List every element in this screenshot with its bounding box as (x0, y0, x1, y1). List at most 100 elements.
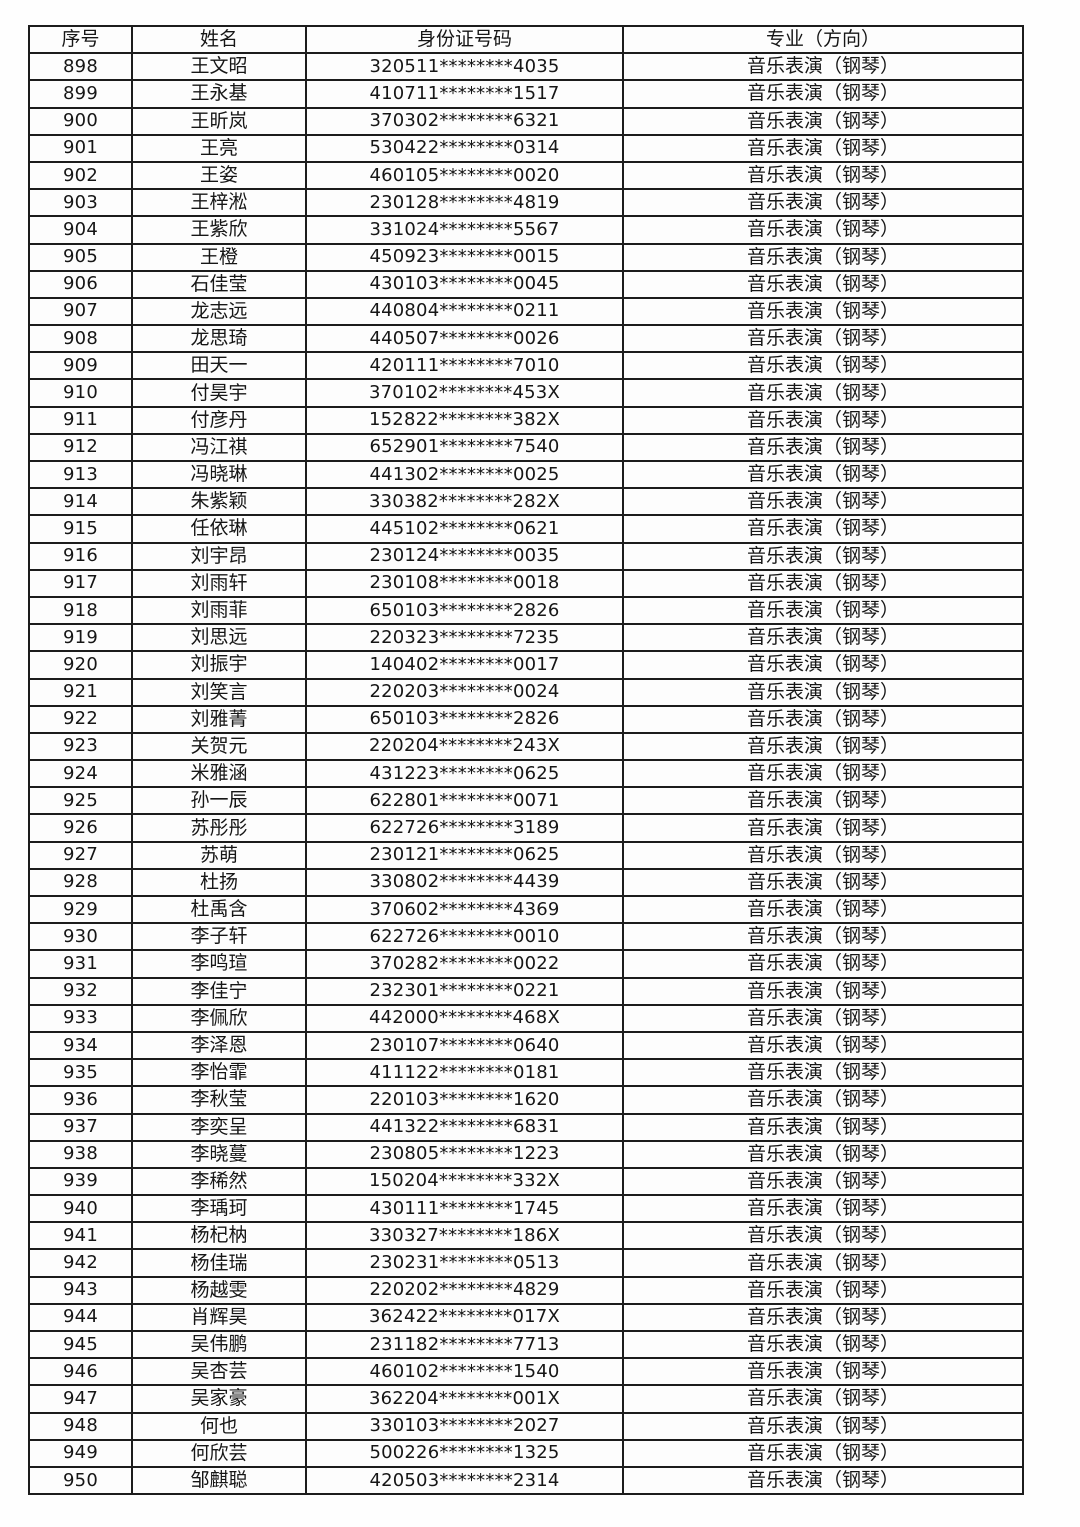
name-cell: 李稀然 (131, 1166, 307, 1197)
serial-cell: 911 (28, 405, 133, 435)
name-cell: 李晓蔓 (131, 1139, 307, 1169)
name-cell: 李怡霏 (131, 1058, 307, 1088)
id-number-cell: 331024********5567 (305, 215, 624, 245)
name-cell: 王昕岚 (131, 106, 307, 136)
serial-cell: 935 (28, 1058, 133, 1088)
name-cell: 李佩欣 (131, 1003, 307, 1033)
major-cell: 音乐表演（钢琴） (622, 405, 1024, 435)
id-number-cell: 330382********282X (305, 487, 624, 517)
name-cell: 刘思远 (131, 623, 307, 653)
name-cell: 付昊宇 (131, 378, 307, 408)
major-cell: 音乐表演（钢琴） (622, 242, 1024, 272)
serial-cell: 904 (28, 215, 133, 245)
serial-cell: 939 (28, 1166, 133, 1197)
serial-cell: 934 (28, 1030, 133, 1061)
major-cell: 音乐表演（钢琴） (622, 840, 1024, 870)
major-cell: 音乐表演（钢琴） (622, 1058, 1024, 1088)
column-header: 姓名 (131, 24, 307, 55)
header-row: 序号 姓名 身份证号码 专业（方向） (28, 24, 1024, 55)
serial-cell: 903 (28, 188, 133, 218)
major-cell: 音乐表演（钢琴） (622, 677, 1024, 707)
name-cell: 米雅涵 (131, 759, 307, 789)
table-row: 926 苏彤彤 622726********3189 音乐表演（钢琴） (28, 813, 1024, 843)
table-row: 925 孙一辰 622801********0071 音乐表演（钢琴） (28, 786, 1024, 816)
serial-cell: 919 (28, 623, 133, 653)
serial-cell: 905 (28, 242, 133, 272)
serial-cell: 932 (28, 976, 133, 1006)
table-row: 932 李佳宁 232301********0221 音乐表演（钢琴） (28, 976, 1024, 1006)
major-cell: 音乐表演（钢琴） (622, 1302, 1024, 1333)
serial-cell: 949 (28, 1438, 133, 1468)
id-number-cell: 330327********186X (305, 1221, 624, 1251)
serial-cell: 929 (28, 894, 133, 925)
name-cell: 何欣芸 (131, 1438, 307, 1468)
table-row: 905 王橙 450923********0015 音乐表演（钢琴） (28, 242, 1024, 272)
id-number-cell: 460102********1540 (305, 1357, 624, 1387)
table-row: 919 刘思远 220323********7235 音乐表演（钢琴） (28, 623, 1024, 653)
name-cell: 何也 (131, 1411, 307, 1441)
id-number-cell: 230107********0640 (305, 1030, 624, 1061)
id-number-cell: 420503********2314 (305, 1465, 624, 1496)
serial-cell: 925 (28, 786, 133, 816)
table-row: 946 吴杏芸 460102********1540 音乐表演（钢琴） (28, 1357, 1024, 1387)
serial-cell: 901 (28, 133, 133, 163)
table-row: 945 吴伟鹏 231182********7713 音乐表演（钢琴） (28, 1329, 1024, 1360)
major-cell: 音乐表演（钢琴） (622, 623, 1024, 653)
serial-cell: 938 (28, 1139, 133, 1169)
id-number-cell: 230121********0625 (305, 840, 624, 870)
id-number-cell: 410711********1517 (305, 79, 624, 109)
name-cell: 吴杏芸 (131, 1357, 307, 1387)
id-number-cell: 362422********017X (305, 1302, 624, 1333)
serial-cell: 898 (28, 52, 133, 82)
table-row: 920 刘振宇 140402********0017 音乐表演（钢琴） (28, 650, 1024, 680)
table-row: 936 李秋莹 220103********1620 音乐表演（钢琴） (28, 1085, 1024, 1115)
serial-cell: 936 (28, 1085, 133, 1115)
serial-cell: 941 (28, 1221, 133, 1251)
major-cell: 音乐表演（钢琴） (622, 595, 1024, 626)
serial-cell: 908 (28, 324, 133, 354)
table-row: 910 付昊宇 370102********453X 音乐表演（钢琴） (28, 378, 1024, 408)
serial-cell: 922 (28, 704, 133, 734)
name-cell: 刘宇昂 (131, 541, 307, 571)
major-cell: 音乐表演（钢琴） (622, 133, 1024, 163)
serial-cell: 924 (28, 759, 133, 789)
name-cell: 杨越雯 (131, 1275, 307, 1305)
name-cell: 李秋莹 (131, 1085, 307, 1115)
major-cell: 音乐表演（钢琴） (622, 1003, 1024, 1033)
major-cell: 音乐表演（钢琴） (622, 432, 1024, 463)
id-number-cell: 370302********6321 (305, 106, 624, 136)
name-cell: 李瑀珂 (131, 1194, 307, 1224)
id-number-cell: 150204********332X (305, 1166, 624, 1197)
table-row: 914 朱紫颖 330382********282X 音乐表演（钢琴） (28, 487, 1024, 517)
id-number-cell: 460105********0020 (305, 160, 624, 191)
serial-cell: 917 (28, 568, 133, 598)
id-number-cell: 440804********0211 (305, 296, 624, 327)
major-cell: 音乐表演（钢琴） (622, 324, 1024, 354)
id-number-cell: 370102********453X (305, 378, 624, 408)
name-cell: 王文昭 (131, 52, 307, 82)
serial-cell: 913 (28, 459, 133, 490)
major-cell: 音乐表演（钢琴） (622, 922, 1024, 952)
major-cell: 音乐表演（钢琴） (622, 759, 1024, 789)
table-row: 909 田天一 420111********7010 音乐表演（钢琴） (28, 351, 1024, 381)
table-row: 902 王姿 460105********0020 音乐表演（钢琴） (28, 160, 1024, 191)
table-row: 912 冯江祺 652901********7540 音乐表演（钢琴） (28, 432, 1024, 463)
id-number-cell: 230231********0513 (305, 1248, 624, 1278)
serial-cell: 928 (28, 867, 133, 898)
id-number-cell: 362204********001X (305, 1384, 624, 1414)
table-row: 947 吴家豪 362204********001X 音乐表演（钢琴） (28, 1384, 1024, 1414)
major-cell: 音乐表演（钢琴） (622, 487, 1024, 517)
major-cell: 音乐表演（钢琴） (622, 786, 1024, 816)
id-number-cell: 220323********7235 (305, 623, 624, 653)
id-number-cell: 450923********0015 (305, 242, 624, 272)
serial-cell: 912 (28, 432, 133, 463)
major-cell: 音乐表演（钢琴） (622, 1221, 1024, 1251)
table-row: 929 杜禹含 370602********4369 音乐表演（钢琴） (28, 894, 1024, 925)
name-cell: 刘振宇 (131, 650, 307, 680)
serial-cell: 950 (28, 1465, 133, 1496)
id-number-cell: 220203********0024 (305, 677, 624, 707)
table-row: 942 杨佳瑞 230231********0513 音乐表演（钢琴） (28, 1248, 1024, 1278)
major-cell: 音乐表演（钢琴） (622, 1329, 1024, 1360)
name-cell: 刘雅菁 (131, 704, 307, 734)
name-cell: 冯江祺 (131, 432, 307, 463)
